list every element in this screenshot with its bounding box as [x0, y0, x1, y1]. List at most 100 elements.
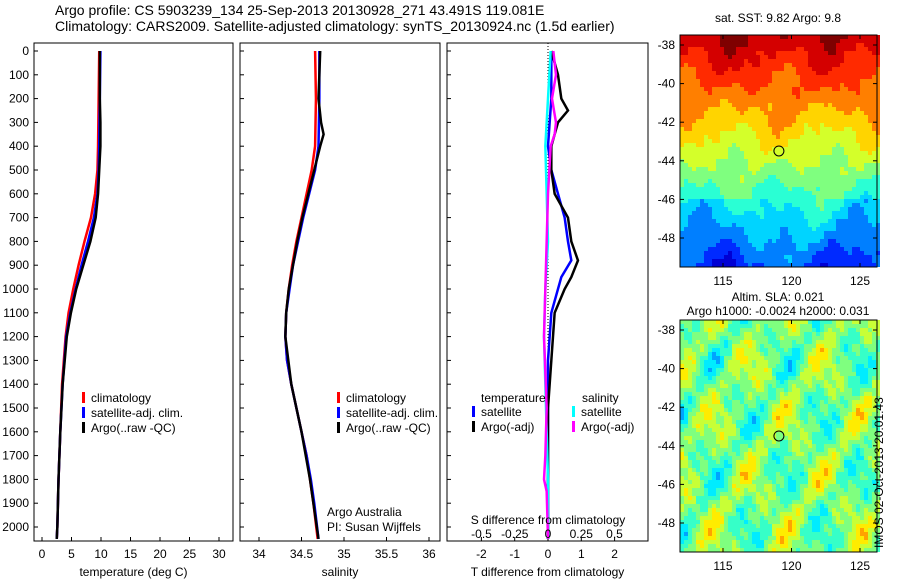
map-cell — [824, 239, 828, 243]
map-cell — [728, 340, 732, 344]
legend-label: climatology — [346, 391, 406, 405]
map-cell — [756, 127, 760, 131]
map-cell — [832, 384, 836, 388]
map-cell — [684, 372, 688, 376]
map-cell — [712, 151, 716, 155]
map-cell — [852, 179, 856, 183]
map-cell — [716, 167, 720, 171]
map-cell — [752, 195, 756, 199]
map-cell — [720, 464, 724, 468]
map-cell — [772, 352, 776, 356]
map-cell — [876, 255, 880, 259]
map-cell — [708, 336, 712, 340]
map-cell — [780, 143, 784, 147]
map-cell — [860, 464, 864, 468]
map-cell — [680, 404, 684, 408]
map-cell — [844, 320, 848, 324]
map-cell — [704, 247, 708, 251]
map-cell — [844, 432, 848, 436]
map-cell — [836, 448, 840, 452]
map-cell — [852, 412, 856, 416]
map-cell — [728, 55, 732, 59]
map-cell — [876, 380, 880, 384]
map-cell — [864, 376, 868, 380]
map-cell — [872, 143, 876, 147]
map-cell — [748, 404, 752, 408]
map-cell — [712, 336, 716, 340]
map-cell — [708, 123, 712, 127]
map-cell — [856, 215, 860, 219]
map-cell — [752, 83, 756, 87]
map-cell — [840, 91, 844, 95]
map-cell — [768, 444, 772, 448]
map-cell — [712, 183, 716, 187]
map-cell — [696, 408, 700, 412]
map-cell — [748, 428, 752, 432]
map-cell — [812, 227, 816, 231]
map-cell — [736, 352, 740, 356]
map-cell — [872, 352, 876, 356]
map-cell — [708, 468, 712, 472]
map-cell — [824, 215, 828, 219]
map-cell — [688, 408, 692, 412]
map-cell — [732, 211, 736, 215]
map-cell — [876, 91, 880, 95]
map-cell — [752, 332, 756, 336]
map-cell — [744, 219, 748, 223]
map-cell — [728, 219, 732, 223]
map-cell — [828, 452, 832, 456]
x2-tick-label: 0 — [545, 527, 552, 541]
map-cell — [776, 167, 780, 171]
map-cell — [756, 87, 760, 91]
map-cell — [692, 332, 696, 336]
map-cell — [868, 219, 872, 223]
map-cell — [752, 71, 756, 75]
map-cell — [700, 388, 704, 392]
map-cell — [696, 416, 700, 420]
map-cell — [680, 119, 684, 123]
map-cell — [868, 251, 872, 255]
map-cell — [680, 468, 684, 472]
map-cell — [744, 203, 748, 207]
map-cell — [756, 464, 760, 468]
map-cell — [800, 63, 804, 67]
map-cell — [764, 336, 768, 340]
map-cell — [868, 235, 872, 239]
map-cell — [860, 127, 864, 131]
map-cell — [876, 95, 880, 99]
map-cell — [744, 448, 748, 452]
map-cell — [748, 420, 752, 424]
map-cell — [732, 364, 736, 368]
y-tick-label: -42 — [658, 115, 676, 129]
map-cell — [752, 412, 756, 416]
map-cell — [764, 107, 768, 111]
map-cell — [716, 63, 720, 67]
map-cell — [840, 452, 844, 456]
map-cell — [796, 412, 800, 416]
map-cell — [852, 364, 856, 368]
map-cell — [780, 360, 784, 364]
map-cell — [828, 251, 832, 255]
map-cell — [848, 211, 852, 215]
map-cell — [744, 119, 748, 123]
map-cell — [872, 119, 876, 123]
map-cell — [788, 67, 792, 71]
map-cell — [728, 83, 732, 87]
map-cell — [800, 400, 804, 404]
map-cell — [792, 87, 796, 91]
map-cell — [808, 167, 812, 171]
map-cell — [764, 175, 768, 179]
map-cell — [860, 43, 864, 47]
map-cell — [868, 392, 872, 396]
map-cell — [760, 468, 764, 472]
map-cell — [752, 428, 756, 432]
map-cell — [700, 396, 704, 400]
map-cell — [752, 167, 756, 171]
map-cell — [820, 404, 824, 408]
map-cell — [692, 167, 696, 171]
map-cell — [792, 320, 796, 324]
map-cell — [848, 320, 852, 324]
map-cell — [696, 384, 700, 388]
map-cell — [764, 215, 768, 219]
map-cell — [852, 59, 856, 63]
